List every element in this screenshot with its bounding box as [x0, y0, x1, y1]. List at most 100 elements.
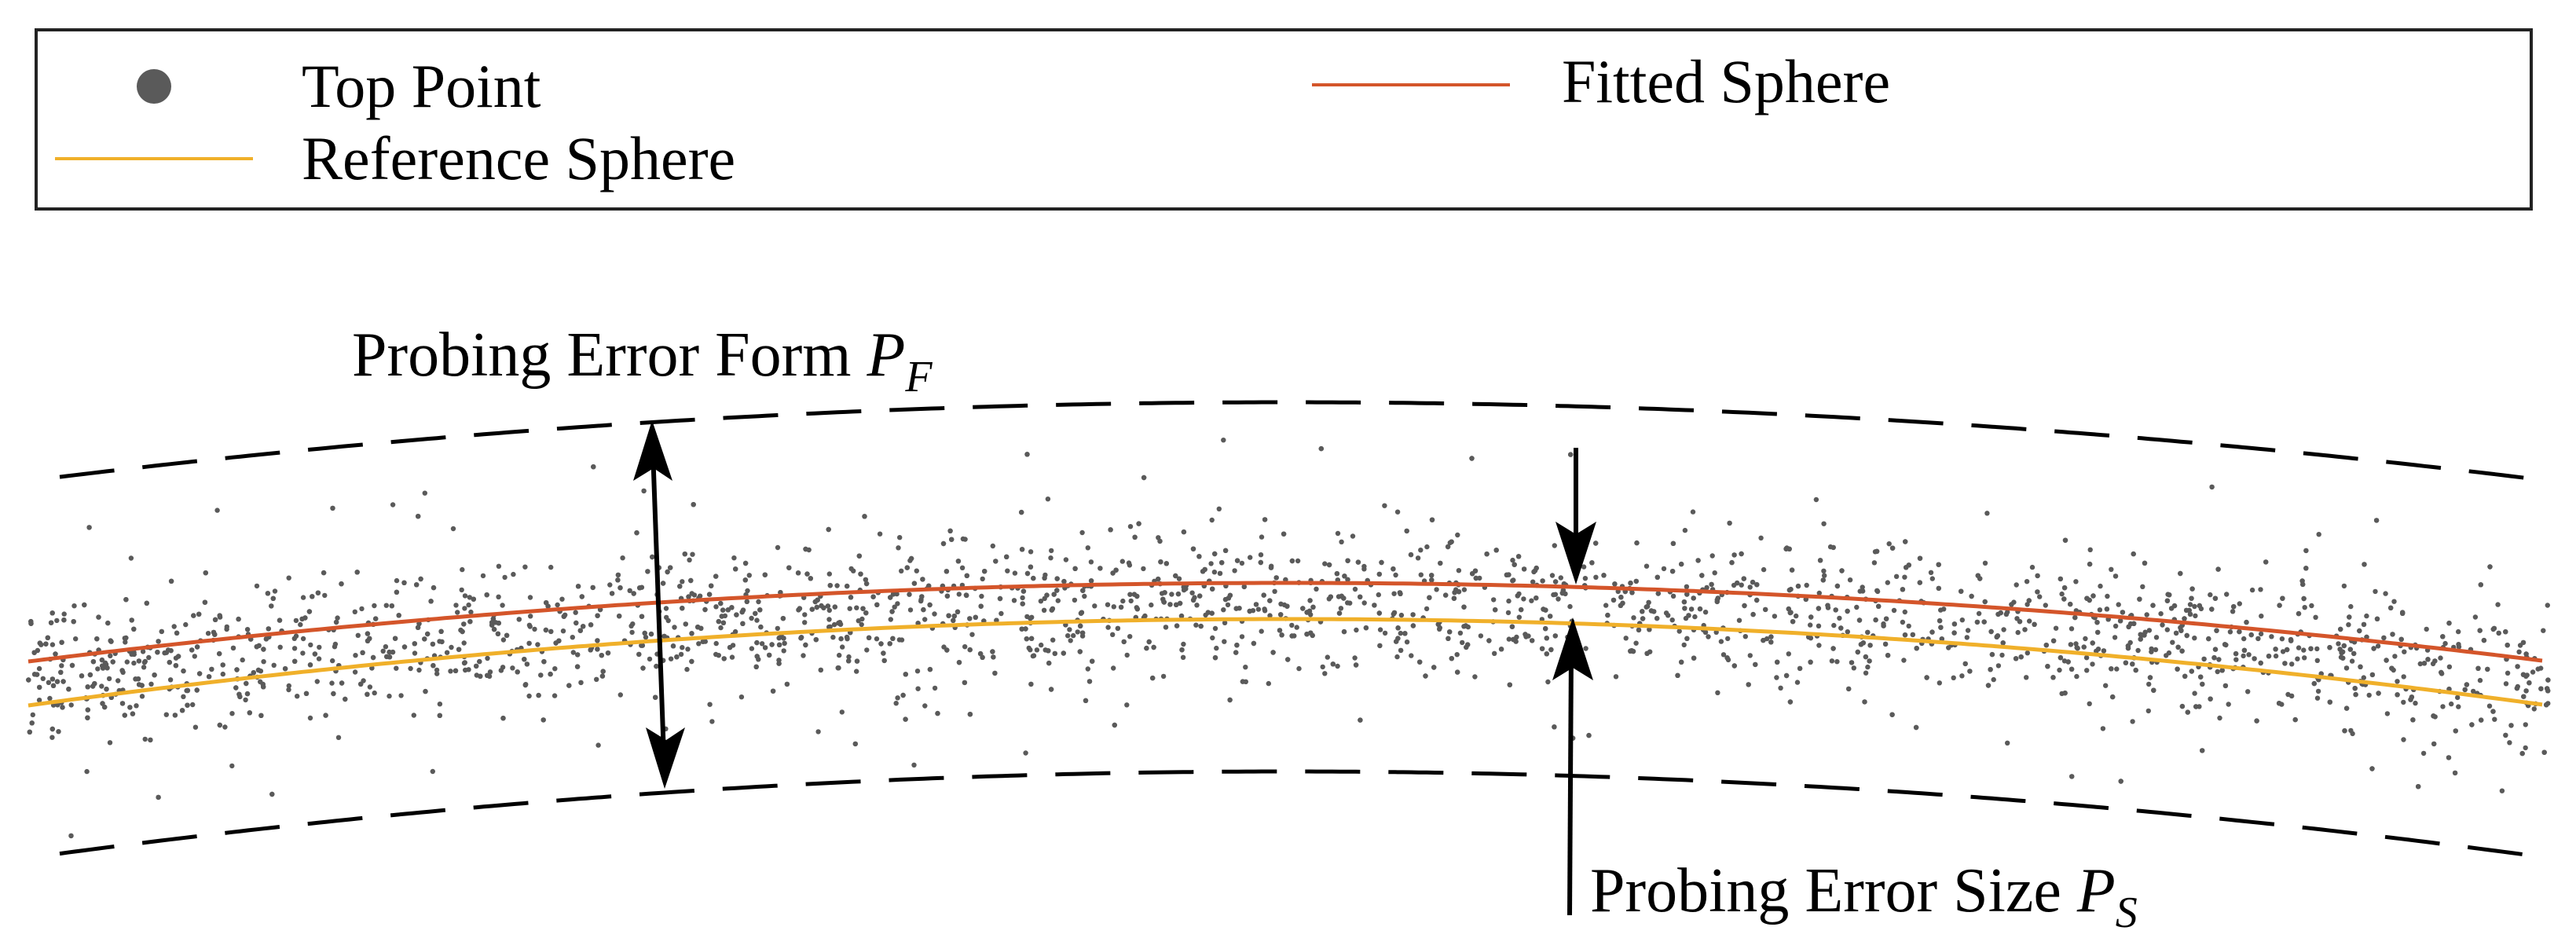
top-point [251, 670, 256, 676]
top-point [2230, 609, 2236, 614]
top-point [594, 676, 599, 682]
top-point [696, 641, 702, 647]
top-point [271, 662, 277, 668]
top-point [2147, 675, 2153, 680]
top-point [1212, 655, 1218, 661]
top-point [1259, 628, 1264, 634]
top-point [874, 602, 880, 607]
top-point [2246, 652, 2252, 658]
top-point [709, 719, 715, 724]
top-point [1338, 606, 1344, 611]
top-point [1019, 626, 1024, 632]
top-point [455, 610, 460, 615]
top-point [1917, 555, 1923, 561]
top-point [2515, 664, 2520, 669]
top-point [678, 651, 684, 658]
top-point [1108, 527, 1113, 533]
top-point [706, 592, 713, 597]
top-point [922, 617, 928, 622]
top-point [1173, 573, 1178, 579]
top-point [1111, 665, 1116, 671]
top-point [2503, 732, 2508, 738]
top-point [1222, 639, 1227, 644]
top-point [2545, 603, 2550, 608]
top-point [295, 694, 300, 699]
top-point [1504, 572, 1510, 577]
top-point [1974, 619, 1981, 625]
top-point [1225, 602, 1231, 608]
top-point [782, 640, 787, 647]
top-point [2083, 655, 2090, 661]
top-point [639, 614, 645, 619]
top-point [1936, 585, 1941, 592]
top-point [920, 577, 925, 582]
top-point [254, 644, 259, 650]
top-point [2185, 709, 2190, 715]
top-point [628, 623, 634, 628]
top-point [339, 680, 345, 686]
top-point [28, 621, 34, 626]
top-point [2175, 644, 2181, 650]
top-point [131, 626, 137, 632]
top-point [2013, 656, 2019, 661]
top-point [1193, 622, 1199, 628]
top-point [1028, 636, 1035, 641]
top-point [1938, 625, 1944, 630]
top-point [2024, 579, 2030, 584]
top-point [595, 742, 601, 748]
top-point [1704, 584, 1709, 591]
top-point [2327, 699, 2332, 705]
top-point [944, 569, 950, 574]
top-point [1281, 531, 1287, 537]
top-point [839, 709, 845, 715]
top-point [795, 570, 801, 576]
top-point [2140, 584, 2145, 589]
top-point [90, 659, 97, 665]
top-point [1110, 632, 1116, 637]
top-point [1141, 474, 1147, 481]
top-point [2087, 547, 2093, 552]
top-point [1994, 634, 1999, 639]
top-point [915, 686, 921, 691]
top-point [2314, 646, 2320, 652]
top-point [1443, 592, 1449, 598]
top-point [171, 624, 177, 629]
top-point [106, 676, 112, 682]
top-point [1982, 560, 1988, 566]
top-point [412, 650, 418, 656]
top-point [141, 659, 148, 665]
top-point [650, 554, 655, 560]
top-point [108, 638, 113, 643]
top-point [2296, 610, 2302, 617]
top-point [2507, 740, 2512, 746]
top-point [1270, 650, 1276, 655]
top-point [1210, 635, 1215, 641]
top-point [487, 669, 493, 675]
top-point [2198, 674, 2204, 680]
top-point [105, 620, 111, 626]
top-point [548, 628, 554, 635]
top-point [2045, 664, 2050, 669]
top-point [468, 609, 474, 615]
top-point [691, 502, 696, 507]
top-point [85, 684, 90, 690]
top-point [414, 582, 420, 588]
top-point [260, 681, 266, 687]
top-point [1670, 540, 1676, 546]
top-point [907, 607, 914, 613]
top-point [858, 571, 863, 577]
top-point [1729, 559, 1735, 566]
top-point [212, 617, 218, 622]
top-point [2336, 641, 2341, 647]
top-point [467, 595, 472, 600]
top-point [856, 553, 863, 559]
top-point [361, 678, 366, 683]
top-point [729, 654, 735, 660]
top-point [749, 646, 755, 651]
top-point [2182, 673, 2188, 679]
top-point [911, 581, 918, 586]
top-point [2026, 598, 2032, 603]
top-point [394, 665, 399, 671]
top-point [2352, 686, 2358, 691]
top-point [2545, 677, 2551, 683]
